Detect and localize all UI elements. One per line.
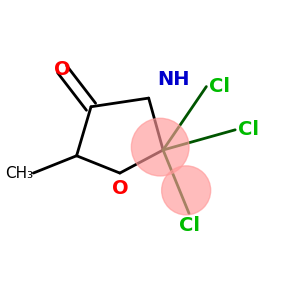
Text: NH: NH (157, 70, 190, 89)
Text: O: O (112, 179, 128, 198)
Text: Cl: Cl (209, 77, 230, 96)
Text: Cl: Cl (178, 216, 200, 235)
Text: CH₃: CH₃ (5, 166, 33, 181)
Circle shape (131, 118, 189, 176)
Circle shape (162, 166, 211, 215)
Text: O: O (54, 60, 70, 79)
Text: Cl: Cl (238, 120, 259, 139)
